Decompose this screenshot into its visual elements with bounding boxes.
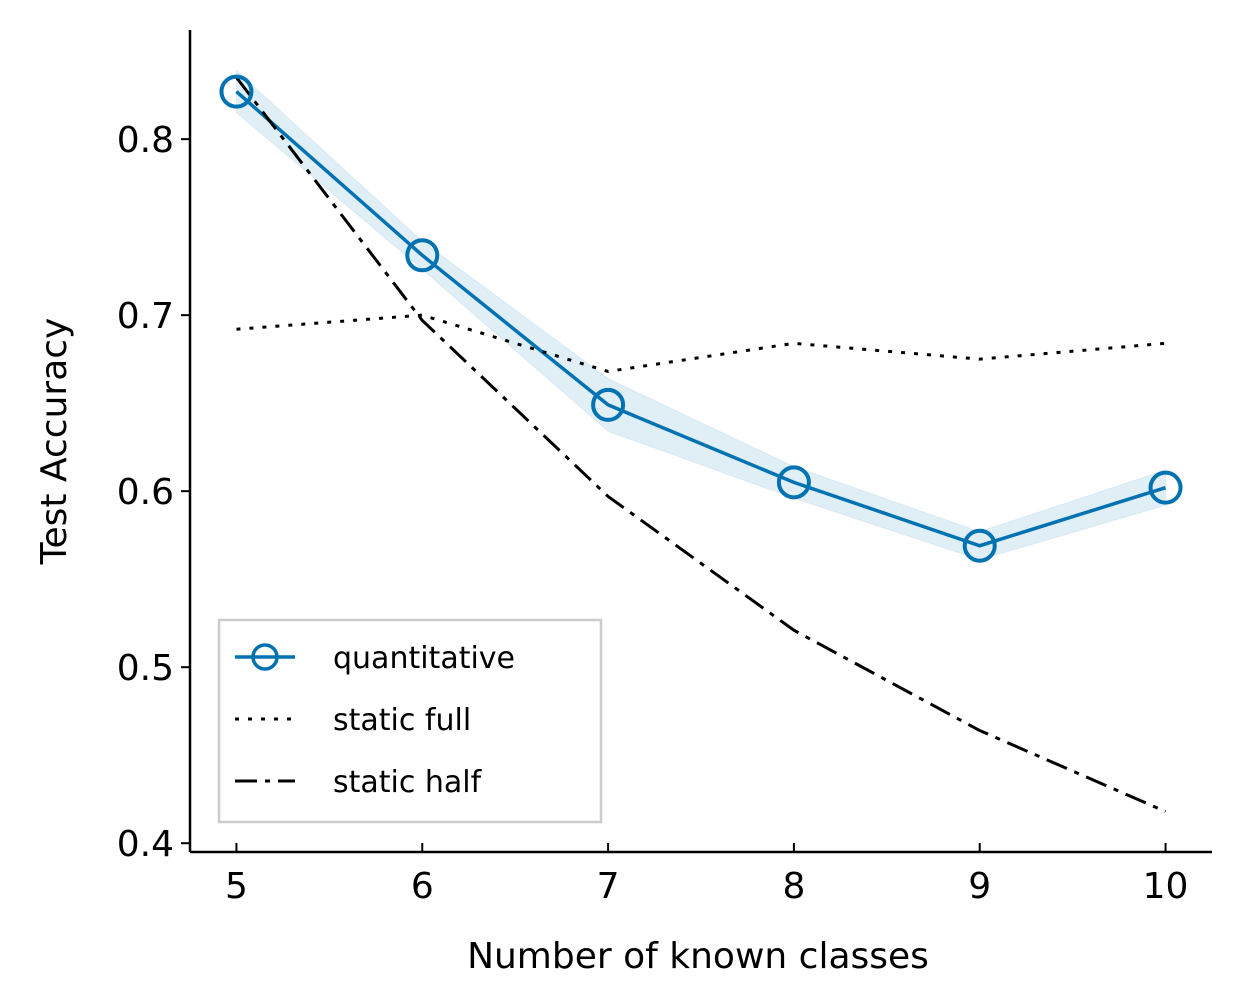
x-tick-label: 9 <box>968 866 991 907</box>
quantitative-point <box>405 238 440 273</box>
quantitative-line <box>235 90 1167 548</box>
quantitative-point <box>962 528 997 563</box>
y-tick-label: 0.6 <box>117 472 174 513</box>
x-ticks: 5 6 7 8 9 10 <box>225 843 1188 907</box>
quantitative-point <box>219 74 254 109</box>
legend-box <box>217 618 603 824</box>
quantitative-point <box>591 387 626 422</box>
quantitative-point <box>776 465 811 500</box>
static-full-line <box>236 313 1166 374</box>
legend: quantitative static full static half <box>217 618 603 824</box>
quantitative-point <box>1148 470 1183 505</box>
y-axis-label: Test Accuracy <box>34 318 75 566</box>
x-axis-label: Number of known classes <box>467 936 929 977</box>
series-markers <box>219 74 1183 563</box>
confidence-bands <box>235 69 1167 561</box>
y-tick-label: 0.7 <box>117 296 174 337</box>
x-tick-label: 5 <box>225 866 248 907</box>
legend-quantitative-marker <box>251 643 279 671</box>
static-half-line <box>235 76 1167 813</box>
y-ticks: 0.4 0.5 0.6 0.7 0.8 <box>117 120 190 865</box>
axes <box>188 30 1212 854</box>
y-tick-label: 0.5 <box>117 648 174 689</box>
series-lines <box>235 76 1167 813</box>
legend-static-half-label: static half <box>333 765 483 800</box>
legend-static-full-label: static full <box>333 703 471 738</box>
y-tick-label: 0.8 <box>117 120 174 161</box>
x-tick-label: 8 <box>782 866 805 907</box>
quantitative-band <box>235 69 1167 561</box>
x-tick-label: 6 <box>411 866 434 907</box>
x-tick-label: 10 <box>1143 866 1189 907</box>
y-tick-label: 0.4 <box>117 824 174 865</box>
x-tick-label: 7 <box>597 866 620 907</box>
legend-quantitative-label: quantitative <box>333 641 515 676</box>
